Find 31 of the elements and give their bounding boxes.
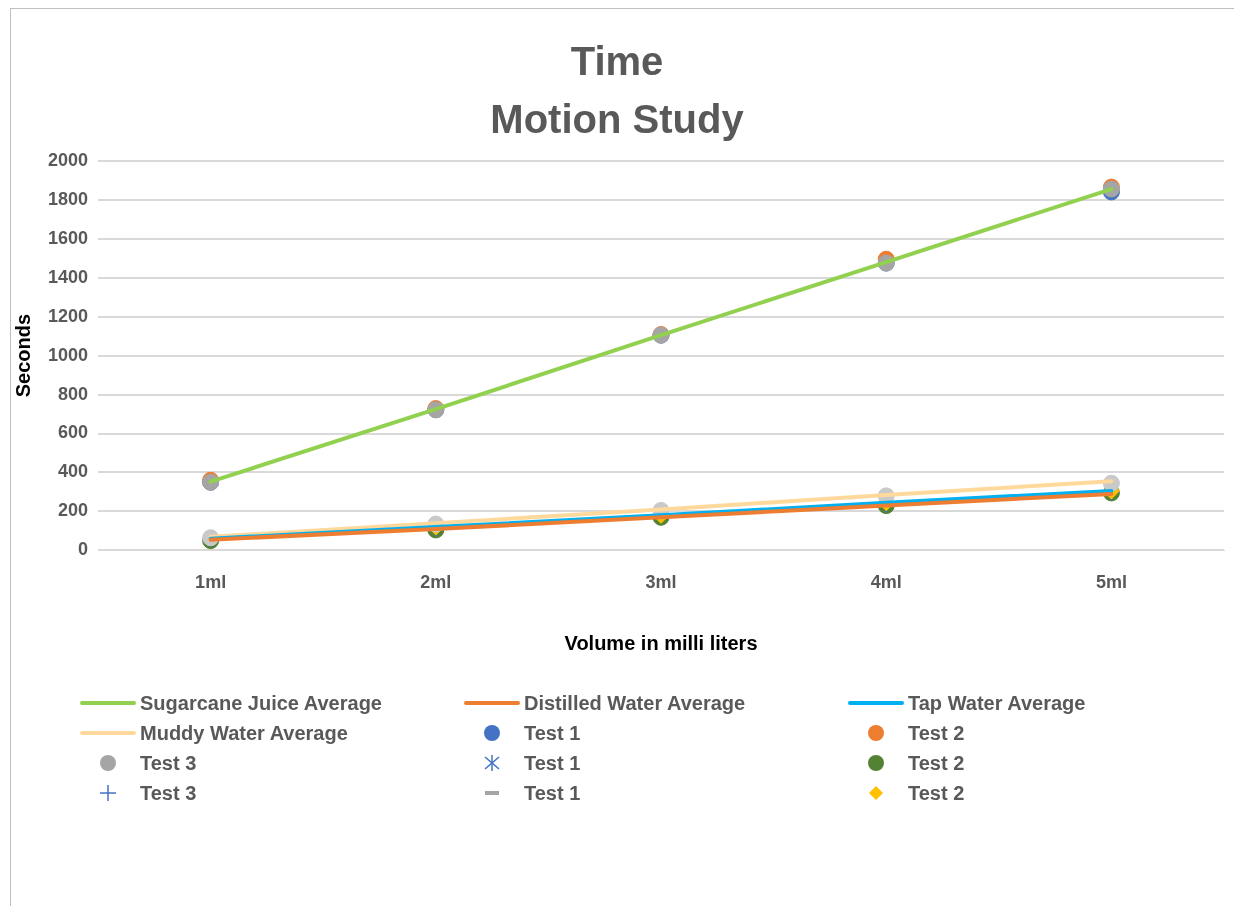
legend-label: Test 1 bbox=[524, 721, 581, 745]
y-tick-label: 2000 bbox=[48, 149, 89, 170]
x-tick-label: 5ml bbox=[1095, 572, 1127, 593]
legend-label: Test 1 bbox=[524, 751, 581, 775]
legend-label: Sugarcane Juice Average bbox=[140, 691, 382, 715]
legend-label: Test 2 bbox=[908, 781, 965, 805]
y-tick-label: 800 bbox=[58, 383, 89, 404]
y-axis-title: Seconds bbox=[11, 313, 34, 398]
y-tick-label: 600 bbox=[58, 422, 89, 443]
y-tick-label: 400 bbox=[58, 461, 89, 482]
y-tick-label: 200 bbox=[58, 500, 89, 521]
y-tick-label: 1600 bbox=[48, 227, 89, 248]
x-tick-label: 4ml bbox=[870, 572, 902, 593]
x-axis-title: Volume in milli liters bbox=[564, 631, 758, 654]
y-tick-label: 1400 bbox=[48, 266, 89, 287]
x-tick-label: 2ml bbox=[420, 572, 452, 593]
legend-label: Test 3 bbox=[140, 781, 197, 805]
y-tick-label: 1000 bbox=[48, 344, 89, 365]
chart-title: Time Motion Study bbox=[489, 38, 745, 143]
x-tick-label: 1ml bbox=[195, 572, 227, 593]
y-tick-label: 1200 bbox=[48, 305, 89, 326]
y-tick-label: 1800 bbox=[48, 188, 89, 209]
legend-label: Test 2 bbox=[908, 751, 965, 775]
legend-label: Test 2 bbox=[908, 721, 965, 745]
legend-label: Muddy Water Average bbox=[140, 721, 348, 745]
x-tick-label: 3ml bbox=[645, 572, 677, 593]
legend-label: Test 3 bbox=[140, 751, 197, 775]
y-tick-label: 0 bbox=[78, 539, 89, 560]
legend-label: Distilled Water Average bbox=[524, 691, 746, 715]
legend-label: Tap Water Average bbox=[908, 691, 1086, 715]
legend-label: Test 1 bbox=[524, 781, 581, 805]
